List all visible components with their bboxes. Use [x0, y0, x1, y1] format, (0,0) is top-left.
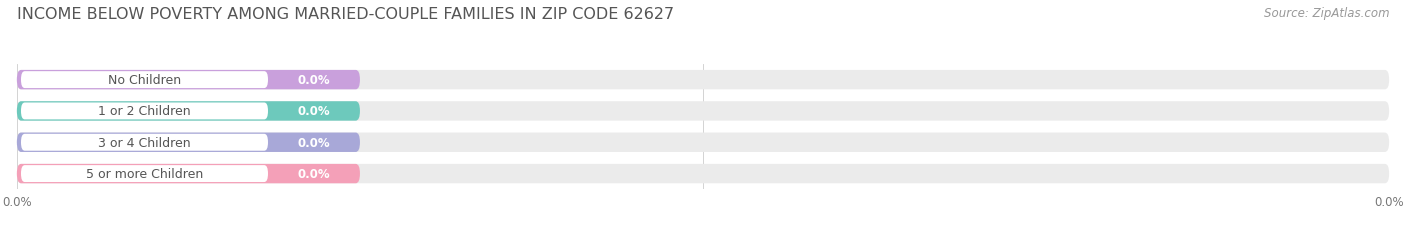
FancyBboxPatch shape — [21, 134, 269, 151]
Text: 5 or more Children: 5 or more Children — [86, 167, 202, 180]
FancyBboxPatch shape — [17, 102, 360, 121]
FancyBboxPatch shape — [21, 103, 269, 120]
FancyBboxPatch shape — [17, 133, 1389, 152]
Text: 1 or 2 Children: 1 or 2 Children — [98, 105, 191, 118]
FancyBboxPatch shape — [21, 165, 269, 182]
Text: 0.0%: 0.0% — [298, 136, 330, 149]
FancyBboxPatch shape — [21, 72, 269, 89]
Text: 0.0%: 0.0% — [298, 167, 330, 180]
Text: INCOME BELOW POVERTY AMONG MARRIED-COUPLE FAMILIES IN ZIP CODE 62627: INCOME BELOW POVERTY AMONG MARRIED-COUPL… — [17, 7, 673, 22]
Text: 0.0%: 0.0% — [298, 74, 330, 87]
FancyBboxPatch shape — [17, 71, 1389, 90]
Text: Source: ZipAtlas.com: Source: ZipAtlas.com — [1264, 7, 1389, 20]
Text: 3 or 4 Children: 3 or 4 Children — [98, 136, 191, 149]
FancyBboxPatch shape — [17, 102, 1389, 121]
Text: No Children: No Children — [108, 74, 181, 87]
FancyBboxPatch shape — [17, 133, 360, 152]
FancyBboxPatch shape — [17, 164, 1389, 183]
Text: 0.0%: 0.0% — [298, 105, 330, 118]
FancyBboxPatch shape — [17, 164, 360, 183]
FancyBboxPatch shape — [17, 71, 360, 90]
